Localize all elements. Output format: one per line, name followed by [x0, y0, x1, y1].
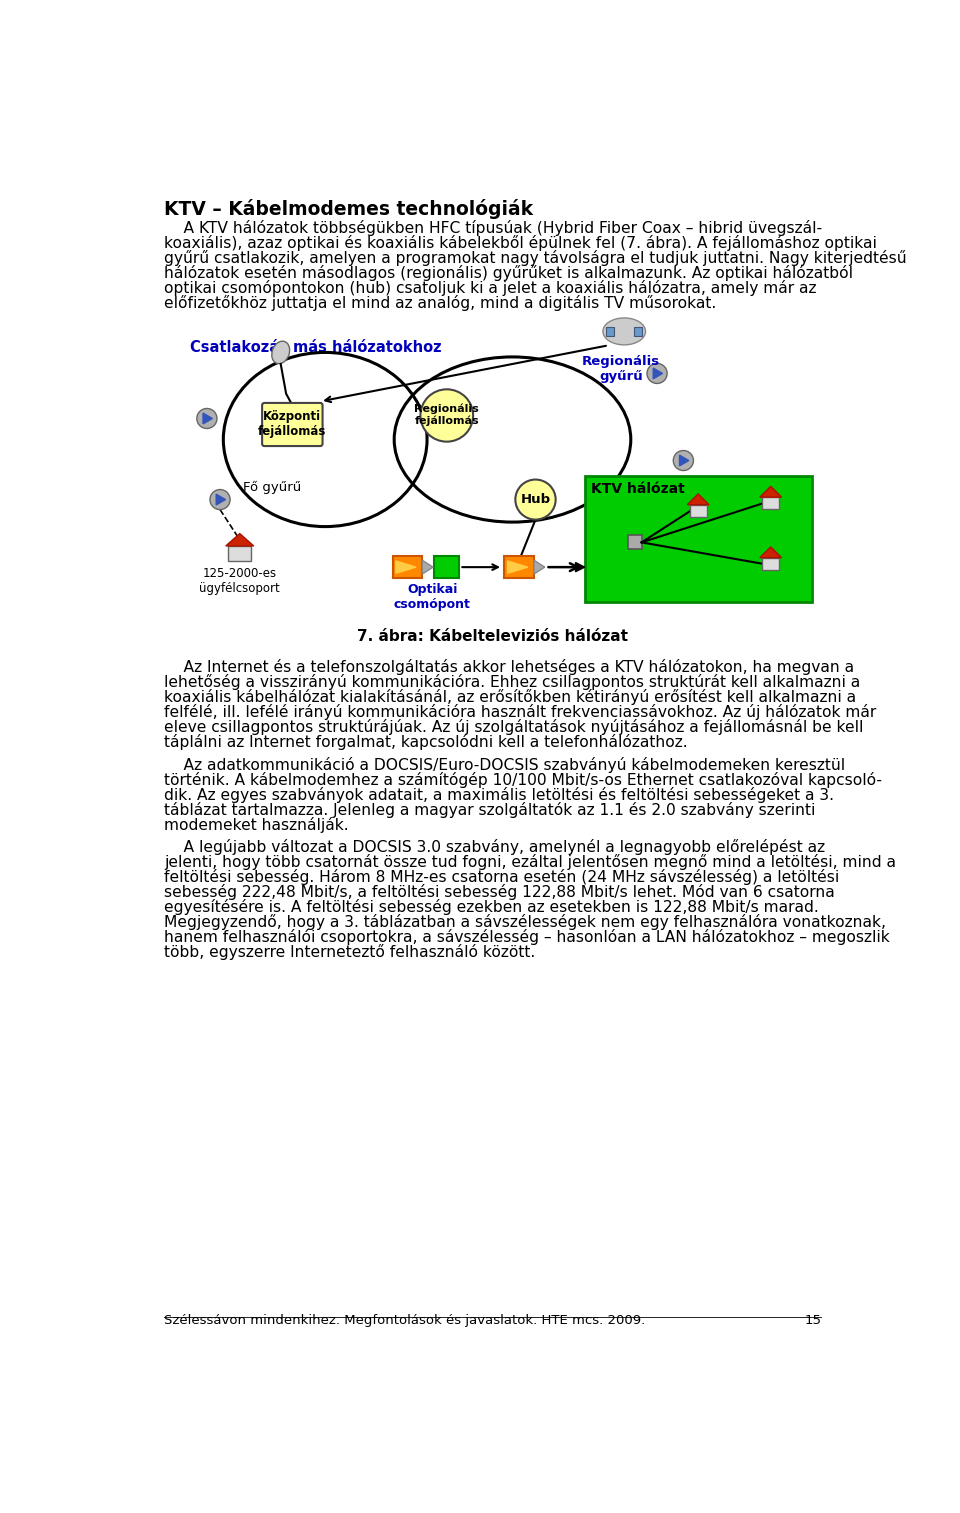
Text: modemeket használják.: modemeket használják.: [164, 817, 348, 832]
Text: történik. A kábelmodemhez a számítógép 10/100 Mbit/s-os Ethernet csatlakozóval k: történik. A kábelmodemhez a számítógép 1…: [164, 772, 882, 788]
Text: Regionális
gyűrű: Regionális gyűrű: [582, 356, 660, 383]
Polygon shape: [760, 546, 781, 558]
FancyBboxPatch shape: [393, 557, 422, 578]
Text: A KTV hálózatok többségükben HFC típusúak (Hybrid Fiber Coax – hibrid üvegszál-: A KTV hálózatok többségükben HFC típusúa…: [164, 221, 823, 236]
Polygon shape: [680, 455, 688, 466]
Text: lehetőség a visszirányú kommunikációra. Ehhez csillagpontos struktúrát kell alka: lehetőség a visszirányú kommunikációra. …: [164, 673, 860, 690]
Circle shape: [516, 480, 556, 519]
Text: feltöltési sebesség. Három 8 MHz-es csatorna esetén (24 MHz sávszélesség) a letö: feltöltési sebesség. Három 8 MHz-es csat…: [164, 868, 839, 885]
Circle shape: [197, 409, 217, 428]
FancyBboxPatch shape: [434, 557, 459, 578]
FancyBboxPatch shape: [635, 327, 642, 336]
Polygon shape: [216, 495, 226, 505]
Polygon shape: [534, 560, 544, 573]
Polygon shape: [422, 560, 433, 573]
Text: gyűrű csatlakozik, amelyen a programokat nagy távolságra el tudjuk juttatni. Nag: gyűrű csatlakozik, amelyen a programokat…: [164, 250, 907, 266]
Text: KTV – Kábelmodemes technológiák: KTV – Kábelmodemes technológiák: [164, 200, 534, 219]
Text: A legújabb változat a DOCSIS 3.0 szabvány, amelynél a legnagyobb előrelépést az: A legújabb változat a DOCSIS 3.0 szabván…: [164, 840, 826, 855]
Text: Hub: Hub: [520, 493, 550, 505]
Polygon shape: [508, 561, 528, 573]
Text: táplálni az Internet forgalmat, kapcsolódni kell a telefonhálózathoz.: táplálni az Internet forgalmat, kapcsoló…: [164, 734, 687, 750]
Text: egyesítésére is. A feltöltési sebesség ezekben az esetekben is 122,88 Mbit/s mar: egyesítésére is. A feltöltési sebesség e…: [164, 899, 819, 915]
FancyBboxPatch shape: [607, 327, 614, 336]
Text: 15: 15: [804, 1315, 822, 1327]
Text: felfélé, ill. lefélé irányú kommunikációra használt frekvenciassávokhoz. Az új h: felfélé, ill. lefélé irányú kommunikáció…: [164, 704, 876, 720]
Text: Optikai
csomópont: Optikai csomópont: [394, 583, 470, 611]
Text: koaxiális kábelhálózat kialakításánál, az erősítőkben kétirányú erősítést kell a: koaxiális kábelhálózat kialakításánál, a…: [164, 688, 856, 705]
Ellipse shape: [272, 342, 290, 363]
Text: Központi
fejállomás: Központi fejállomás: [258, 410, 326, 437]
Text: Csatlakozás más hálózatokhoz: Csatlakozás más hálózatokhoz: [190, 340, 443, 356]
Text: 7. ábra: Kábelteleviziós hálózat: 7. ábra: Kábelteleviziós hálózat: [357, 629, 628, 645]
FancyBboxPatch shape: [689, 505, 707, 517]
Polygon shape: [687, 493, 709, 505]
Circle shape: [420, 389, 473, 442]
Polygon shape: [575, 563, 585, 572]
Text: jelenti, hogy több csatornát össze tud fogni, ezáltal jelentősen megnő mind a le: jelenti, hogy több csatornát össze tud f…: [164, 855, 897, 870]
Text: hálózatok esetén másodlagos (regionális) gyűrűket is alkalmazunk. Az optikai hál: hálózatok esetén másodlagos (regionális)…: [164, 265, 853, 281]
Text: 125-2000-es
ügyfélcsoport: 125-2000-es ügyfélcsoport: [200, 567, 280, 596]
Polygon shape: [396, 561, 416, 573]
Polygon shape: [760, 486, 781, 498]
Circle shape: [647, 363, 667, 383]
Polygon shape: [226, 534, 253, 546]
Text: Az adatkommunikáció a DOCSIS/Euro-DOCSIS szabványú kábelmodemeken keresztül: Az adatkommunikáció a DOCSIS/Euro-DOCSIS…: [164, 756, 846, 773]
Ellipse shape: [603, 318, 645, 345]
Text: Fő gyűrű: Fő gyűrű: [244, 481, 301, 495]
FancyBboxPatch shape: [585, 475, 811, 602]
Text: táblázat tartalmazza. Jelenleg a magyar szolgáltatók az 1.1 és 2.0 szabvány szer: táblázat tartalmazza. Jelenleg a magyar …: [164, 802, 816, 817]
Text: több, egyszerre Interneteztő felhasználó között.: több, egyszerre Interneteztő felhasználó…: [164, 944, 536, 961]
Text: előfizetőkhöz juttatja el mind az analóg, mind a digitális TV műsorokat.: előfizetőkhöz juttatja el mind az analóg…: [164, 295, 716, 312]
FancyBboxPatch shape: [762, 558, 780, 570]
FancyBboxPatch shape: [505, 557, 534, 578]
Polygon shape: [653, 368, 662, 378]
Text: sebesség 222,48 Mbit/s, a feltöltési sebesség 122,88 Mbit/s lehet. Mód van 6 csa: sebesség 222,48 Mbit/s, a feltöltési seb…: [164, 884, 835, 900]
Text: Az Internet és a telefonszolgáltatás akkor lehetséges a KTV hálózatokon, ha megv: Az Internet és a telefonszolgáltatás akk…: [164, 660, 854, 675]
Circle shape: [210, 490, 230, 510]
Text: Szélessávon mindenkihez. Megfontolások és javaslatok. HTE mcs. 2009.: Szélessávon mindenkihez. Megfontolások é…: [164, 1315, 645, 1327]
FancyBboxPatch shape: [628, 536, 641, 549]
FancyBboxPatch shape: [262, 402, 323, 446]
FancyBboxPatch shape: [762, 498, 780, 510]
Text: hanem felhasználói csoportokra, a sávszélesség – hasonlóan a LAN hálózatokhoz – : hanem felhasználói csoportokra, a sávszé…: [164, 929, 890, 946]
Text: Megjegyzendő, hogy a 3. táblázatban a sávszélességek nem egy felhasználóra vonat: Megjegyzendő, hogy a 3. táblázatban a sá…: [164, 914, 886, 930]
FancyBboxPatch shape: [228, 546, 252, 561]
Text: dik. Az egyes szabványok adatait, a maximális letöltési és feltöltési sebességek: dik. Az egyes szabványok adatait, a maxi…: [164, 787, 834, 802]
Circle shape: [673, 451, 693, 471]
Text: eleve csillagpontos struktúrájúak. Az új szolgáltatások nyújtásához a fejállomás: eleve csillagpontos struktúrájúak. Az új…: [164, 719, 864, 735]
Text: koaxiális), azaz optikai és koaxiális kábelekből épülnek fel (7. ábra). A fejáll: koaxiális), azaz optikai és koaxiális ká…: [164, 236, 877, 251]
Text: optikai csomópontokon (hub) csatoljuk ki a jelet a koaxiális hálózatra, amely má: optikai csomópontokon (hub) csatoljuk ki…: [164, 280, 817, 297]
Text: Regionális
fejállomás: Regionális fejállomás: [415, 404, 479, 427]
Polygon shape: [203, 413, 212, 424]
Text: KTV hálózat: KTV hálózat: [591, 481, 684, 496]
